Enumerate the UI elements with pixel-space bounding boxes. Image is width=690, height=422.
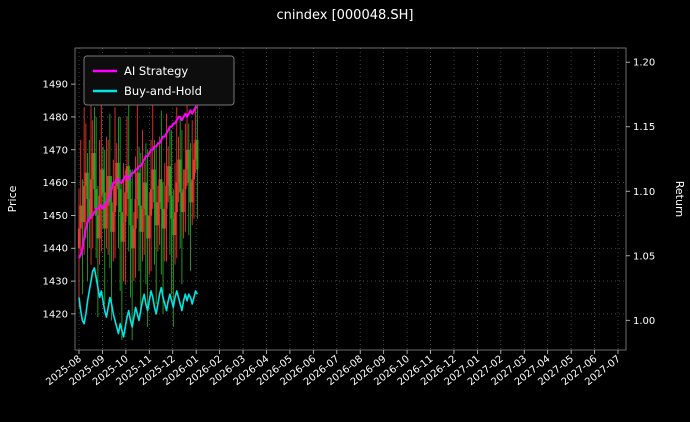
- plot-border: [74, 47, 627, 351]
- svg-text:1450: 1450: [43, 211, 68, 222]
- svg-text:1470: 1470: [43, 145, 68, 156]
- ai-strategy-line: [78, 106, 198, 259]
- svg-text:1430: 1430: [43, 277, 68, 288]
- y-axis-label-right: Return: [673, 181, 686, 218]
- svg-text:1440: 1440: [43, 244, 68, 255]
- legend-label-1: Buy-and-Hold: [124, 84, 202, 98]
- svg-text:1490: 1490: [43, 80, 68, 91]
- svg-text:1460: 1460: [43, 178, 68, 189]
- candlestick-series: [77, 84, 199, 341]
- svg-text:1.15: 1.15: [633, 122, 655, 133]
- svg-text:1.10: 1.10: [633, 187, 655, 198]
- y-axis-label-left: Price: [6, 185, 19, 212]
- svg-text:1480: 1480: [43, 112, 68, 123]
- legend: AI Strategy Buy-and-Hold: [83, 55, 235, 106]
- buy-and-hold-line: [78, 267, 199, 338]
- svg-text:1.05: 1.05: [633, 251, 655, 262]
- chart-title: cnindex [000048.SH]: [276, 8, 414, 23]
- legend-label-0: AI Strategy: [124, 64, 188, 78]
- svg-text:1420: 1420: [43, 309, 68, 320]
- svg-text:1.20: 1.20: [633, 58, 655, 69]
- svg-text:1.00: 1.00: [633, 316, 655, 327]
